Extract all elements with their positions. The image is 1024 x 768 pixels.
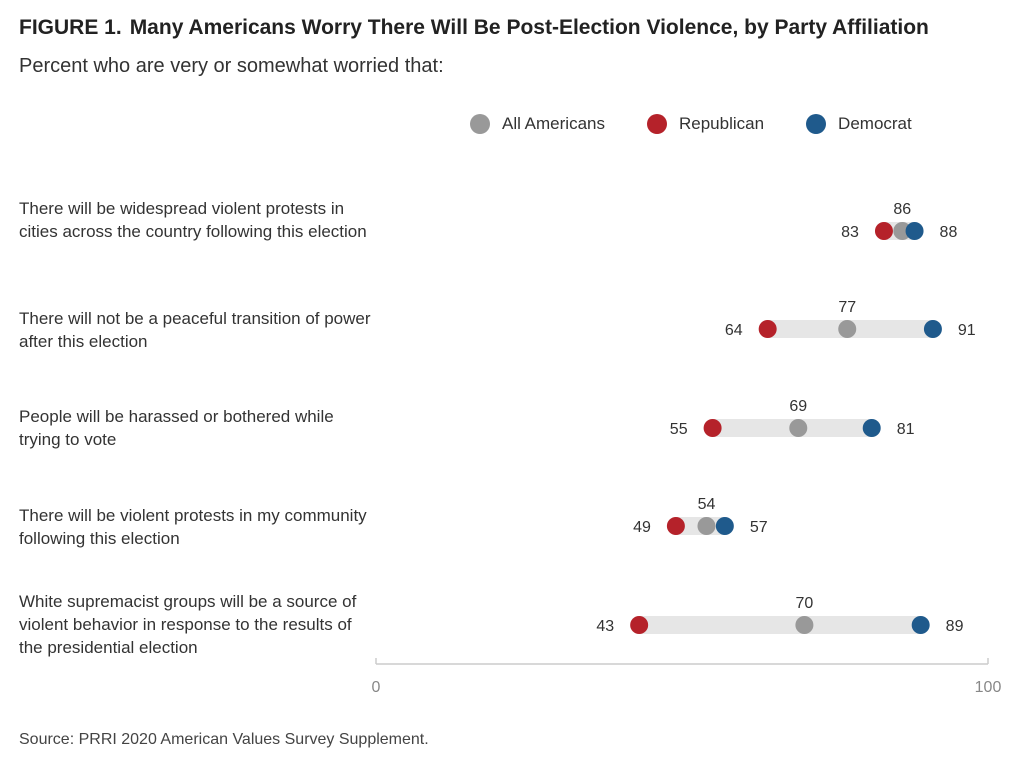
data-label-republican-4: 43 — [596, 618, 614, 635]
legend-label-democrat: Democrat — [838, 114, 912, 133]
dot-all-americans-1 — [838, 320, 857, 338]
data-label-republican-0: 83 — [841, 224, 859, 241]
row-label-peaceful-transition: There will not be a peaceful transition … — [19, 309, 371, 351]
figure-title: Many Americans Worry There Will Be Post-… — [129, 16, 929, 39]
data-label-republican-1: 64 — [725, 322, 743, 339]
dot-republican-0 — [874, 222, 893, 240]
chart-subtitle: Percent who are very or somewhat worried… — [19, 55, 444, 77]
dot-all-americans-4 — [795, 616, 814, 634]
source-note: Source: PRRI 2020 American Values Survey… — [19, 731, 429, 748]
legend: All Americans Republican Democrat — [470, 114, 912, 134]
legend-label-all-americans: All Americans — [502, 114, 605, 133]
legend-label-republican: Republican — [678, 114, 765, 133]
dot-republican-4 — [630, 616, 649, 634]
chart-title: FIGURE 1. Many Americans Worry There Will… — [19, 16, 929, 40]
data-label-democrat-1: 91 — [958, 322, 976, 339]
dot-republican-3 — [666, 517, 685, 535]
row-label-community-protests: There will be violent protests in my com… — [19, 506, 367, 548]
dot-democrat-1 — [923, 320, 942, 338]
dot-all-americans-2 — [789, 419, 808, 437]
data-label-democrat-0: 88 — [940, 224, 958, 241]
x-tick-label-100: 100 — [975, 679, 1002, 696]
data-label-democrat-4: 89 — [946, 618, 964, 635]
range-bar-4 — [639, 616, 921, 634]
figure-label: FIGURE 1. — [19, 16, 122, 39]
legend-item-democrat: Democrat — [806, 114, 912, 134]
legend-item-republican: Republican — [646, 114, 765, 134]
dot-democrat-4 — [911, 616, 930, 634]
x-tick-label-0: 0 — [372, 679, 381, 696]
dot-democrat-0 — [905, 222, 924, 240]
dot-all-americans-3 — [697, 517, 716, 535]
row-label-harassed-voting: People will be harassed or bothered whil… — [19, 407, 334, 449]
data-label-all-americans-1: 77 — [838, 299, 856, 316]
data-label-all-americans-4: 70 — [796, 595, 814, 612]
data-label-all-americans-0: 86 — [893, 201, 911, 218]
data-label-republican-2: 55 — [670, 421, 688, 438]
dot-republican-1 — [758, 320, 777, 338]
dot-democrat-2 — [862, 419, 881, 437]
data-label-all-americans-3: 54 — [698, 496, 716, 513]
row-label-widespread-protests: There will be widespread violent protest… — [19, 199, 367, 241]
dot-democrat-3 — [715, 517, 734, 535]
data-label-democrat-3: 57 — [750, 519, 768, 536]
legend-swatch-republican — [646, 114, 667, 134]
legend-swatch-all-americans — [470, 114, 490, 134]
row-label-white-supremacist: White supremacist groups will be a sourc… — [19, 592, 357, 657]
dot-republican-2 — [703, 419, 722, 437]
data-label-republican-3: 49 — [633, 519, 651, 536]
legend-swatch-democrat — [806, 114, 827, 134]
legend-item-all-americans: All Americans — [470, 114, 605, 134]
data-label-all-americans-2: 69 — [789, 398, 807, 415]
data-label-democrat-2: 81 — [897, 421, 915, 438]
